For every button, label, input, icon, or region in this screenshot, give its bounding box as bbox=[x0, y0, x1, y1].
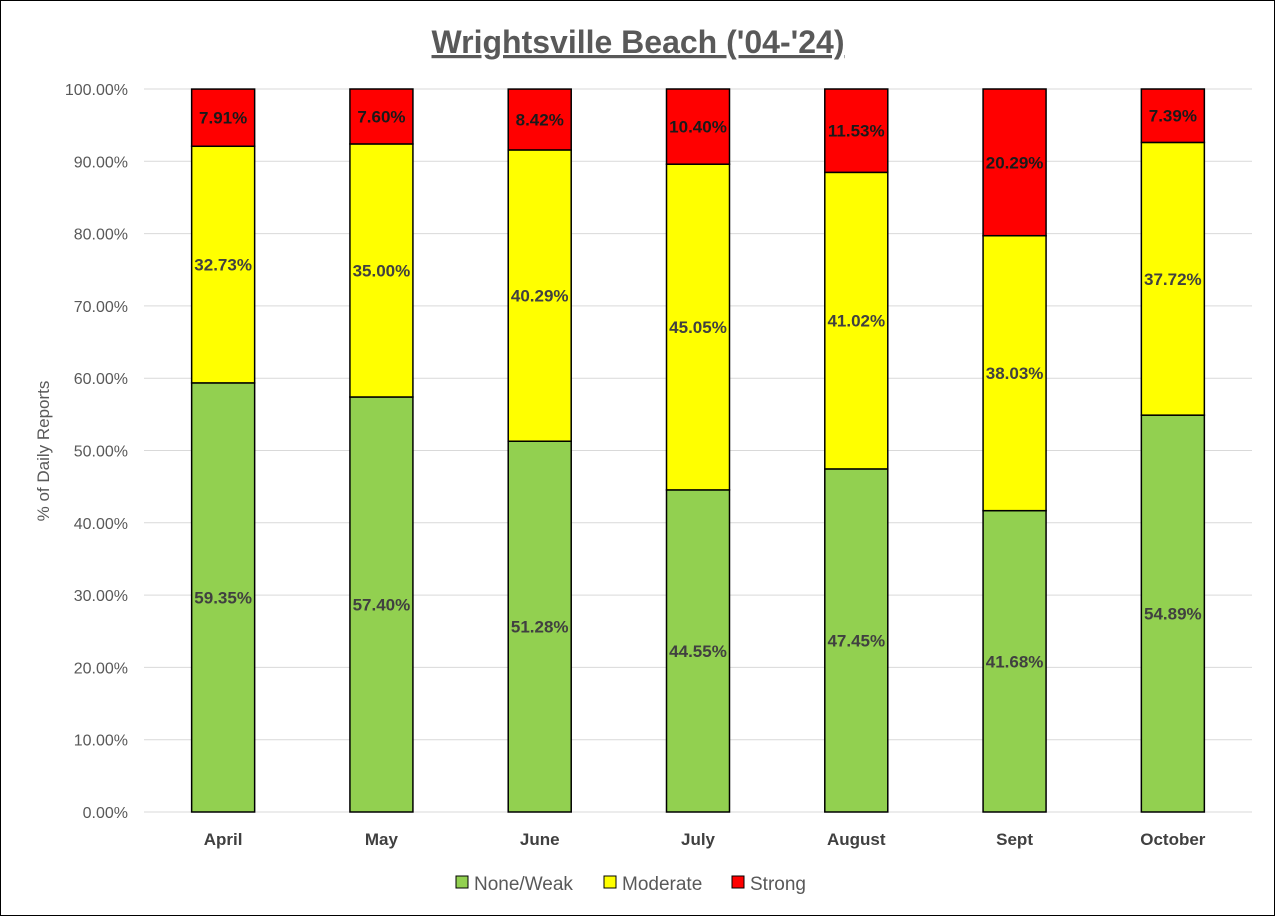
bar-strong-june bbox=[507, 88, 572, 151]
bar-none-weak-july bbox=[665, 489, 731, 813]
bar-strong-sept bbox=[982, 88, 1047, 237]
legend: None/Weak Moderate Strong bbox=[455, 874, 806, 895]
y-tick-label: 90.00% bbox=[74, 154, 128, 171]
bar-none-weak-april bbox=[190, 382, 256, 813]
y-tick-label: 40.00% bbox=[74, 516, 128, 533]
bar-strong-august bbox=[824, 88, 889, 174]
bar-strong-october bbox=[1140, 88, 1206, 144]
y-tick-label: 30.00% bbox=[74, 588, 128, 605]
x-tick-label: May bbox=[365, 830, 399, 849]
bar-moderate-may bbox=[349, 143, 414, 398]
y-tick-label: 20.00% bbox=[74, 660, 128, 677]
data-labels: 59.35% 32.73% 7.91% 57.40% 35.00% 7.60% 51.28%… bbox=[194, 107, 1201, 672]
data-label: 47.45% bbox=[827, 631, 885, 650]
x-tick-label: August bbox=[827, 830, 886, 849]
y-tick-label: 10.00% bbox=[74, 733, 128, 750]
data-label: 35.00% bbox=[353, 261, 411, 280]
legend-swatch bbox=[603, 875, 617, 889]
bars bbox=[190, 88, 1206, 813]
data-label: 7.60% bbox=[357, 107, 405, 126]
x-axis-ticks: April May June July August Sept October bbox=[204, 830, 1206, 849]
chart-title: Wrightsville Beach ('04-'24) bbox=[432, 24, 845, 60]
legend-swatch bbox=[731, 875, 745, 889]
bar-none-weak-may bbox=[349, 396, 414, 813]
data-label: 7.91% bbox=[199, 109, 247, 128]
x-tick-label: July bbox=[681, 830, 716, 849]
y-tick-label: 50.00% bbox=[74, 444, 128, 461]
data-label: 51.28% bbox=[511, 618, 569, 637]
data-label: 20.29% bbox=[986, 153, 1044, 172]
data-label: 7.39% bbox=[1149, 107, 1197, 126]
data-label: 37.72% bbox=[1144, 270, 1202, 289]
data-label: 59.35% bbox=[194, 588, 252, 607]
data-label: 44.55% bbox=[669, 642, 727, 661]
bar-none-weak-october bbox=[1140, 414, 1206, 813]
y-tick-label: 100.00% bbox=[65, 82, 128, 99]
data-label: 54.89% bbox=[1144, 605, 1202, 624]
y-axis-label: % of Daily Reports bbox=[34, 381, 53, 522]
data-label: 38.03% bbox=[986, 364, 1044, 383]
data-label: 57.40% bbox=[353, 595, 411, 614]
bar-strong-july bbox=[665, 88, 731, 165]
bar-strong-may bbox=[349, 88, 414, 145]
y-tick-label: 70.00% bbox=[74, 299, 128, 316]
bar-strong-april bbox=[190, 88, 256, 148]
legend-label: None/Weak bbox=[474, 874, 573, 895]
bar-none-weak-august bbox=[824, 468, 889, 813]
bar-moderate-october bbox=[1140, 141, 1206, 416]
data-label: 40.29% bbox=[511, 287, 569, 306]
legend-label: Moderate bbox=[622, 874, 702, 895]
data-label: 8.42% bbox=[516, 111, 564, 130]
x-tick-label: October bbox=[1140, 830, 1206, 849]
y-tick-label: 80.00% bbox=[74, 227, 128, 244]
x-tick-label: June bbox=[520, 830, 560, 849]
x-tick-label: April bbox=[204, 830, 243, 849]
legend-label: Strong bbox=[750, 874, 806, 895]
legend-swatch bbox=[455, 875, 469, 889]
bar-moderate-june bbox=[507, 149, 572, 442]
data-label: 41.02% bbox=[827, 312, 885, 331]
bar-moderate-april bbox=[190, 145, 256, 384]
data-label: 32.73% bbox=[194, 256, 252, 275]
bar-moderate-july bbox=[665, 163, 731, 491]
y-tick-label: 60.00% bbox=[74, 371, 128, 388]
data-label: 45.05% bbox=[669, 318, 727, 337]
y-axis-ticks: 0.00% 10.00% 20.00% 30.00% 40.00% 50.00% 60.00… bbox=[65, 82, 128, 822]
data-label: 11.53% bbox=[828, 122, 885, 141]
data-label: 41.68% bbox=[986, 652, 1044, 671]
y-tick-label: 0.00% bbox=[83, 805, 128, 822]
x-tick-label: Sept bbox=[996, 830, 1033, 849]
bar-none-weak-sept bbox=[982, 509, 1047, 813]
data-label: 10.40% bbox=[669, 118, 727, 137]
